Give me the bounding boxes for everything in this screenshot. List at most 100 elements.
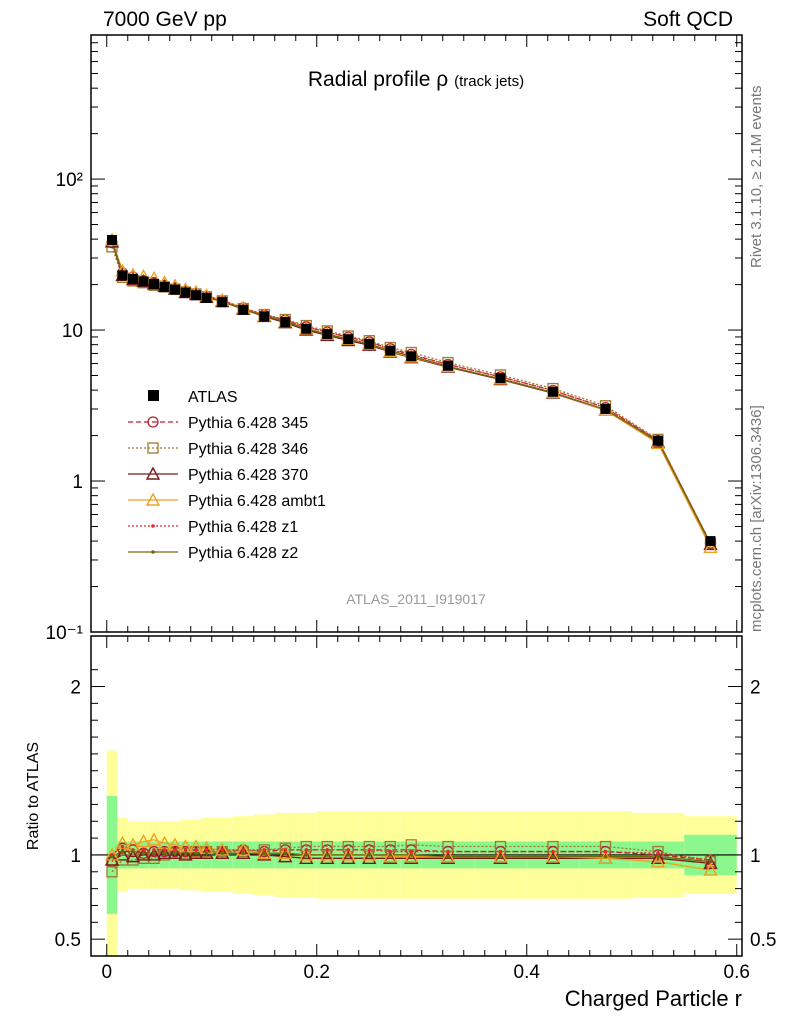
ratio-point-5 bbox=[141, 851, 146, 856]
legend-label-3: Pythia 6.428 ambt1 bbox=[188, 493, 326, 510]
ratio-point-4 bbox=[409, 849, 414, 854]
ratio-tick-label-left: 2 bbox=[70, 678, 81, 699]
ratio-point-3 bbox=[440, 849, 456, 863]
legend-marker-4 bbox=[151, 524, 155, 528]
ratio-point-2 bbox=[278, 849, 293, 863]
data-point bbox=[117, 270, 128, 281]
legend-marker-2 bbox=[145, 466, 161, 480]
ratio-point-5 bbox=[262, 851, 267, 856]
ratio-point-2 bbox=[236, 845, 251, 859]
ratio-point-5 bbox=[498, 854, 503, 859]
data-point bbox=[128, 273, 138, 284]
legend: ATLAS Pythia 6.428 345 Pythia 6.428 346 Pyt… bbox=[128, 389, 326, 562]
ratio-point-4 bbox=[388, 849, 393, 854]
ratio-tick-label-right: 1 bbox=[750, 846, 761, 867]
ratio-point-4 bbox=[241, 848, 246, 852]
ratio-point-3 bbox=[404, 849, 419, 863]
ratio-point-2 bbox=[703, 855, 718, 870]
energy-label: 7000 GeV pp bbox=[103, 8, 227, 31]
ratio-point-3 bbox=[598, 850, 613, 865]
data-point bbox=[653, 435, 663, 446]
legend-marker-1 bbox=[147, 442, 159, 454]
ratio-point-5 bbox=[325, 853, 330, 857]
ratio-point-2 bbox=[136, 847, 151, 861]
legend-marker-3 bbox=[145, 492, 161, 506]
ratio-point-2 bbox=[362, 850, 377, 865]
ratio-point-5 bbox=[173, 851, 177, 856]
process-label: Soft QCD bbox=[643, 8, 733, 31]
x-axis-title: Charged Particle r bbox=[565, 986, 742, 1011]
ratio-point-5 bbox=[346, 853, 351, 857]
data-point bbox=[705, 536, 716, 547]
data-point bbox=[322, 329, 333, 340]
ratio-point-4 bbox=[204, 848, 209, 852]
legend-label-2: Pythia 6.428 370 bbox=[188, 467, 308, 484]
axis-labels: 0 0.2 0.4 0.6 10⁻¹ 1 10 10² 0.5 0.5 1 1 2 2 Charged Pa… bbox=[25, 68, 776, 1011]
ratio-point-3 bbox=[278, 845, 293, 859]
legend-label-1: Pythia 6.428 346 bbox=[188, 441, 308, 458]
x-tick-label: 0.6 bbox=[724, 962, 750, 983]
data-point bbox=[406, 351, 417, 362]
ratio-point-5 bbox=[194, 851, 198, 856]
ratio-point-4 bbox=[262, 848, 267, 852]
ratio-line-2 bbox=[111, 852, 711, 865]
series-point-3 bbox=[703, 539, 718, 553]
data-point bbox=[159, 281, 170, 292]
x-tick-label: 0.4 bbox=[514, 962, 541, 983]
data-point bbox=[170, 284, 180, 295]
ratio-tick-label-left: 0.5 bbox=[55, 930, 81, 951]
ratio-point-3 bbox=[362, 847, 377, 861]
ratio-point-3 bbox=[383, 849, 398, 863]
ratio-point-5 bbox=[283, 851, 288, 856]
ratio-point-5 bbox=[551, 854, 555, 859]
data-point bbox=[259, 311, 270, 322]
ratio-point-5 bbox=[409, 853, 414, 857]
ratio-point-5 bbox=[304, 853, 309, 857]
ratio-point-2 bbox=[115, 847, 130, 861]
data-point bbox=[191, 290, 201, 301]
x-tick-label: 0.2 bbox=[304, 962, 330, 983]
ratio-point-4 bbox=[325, 848, 330, 852]
ratio-point-2 bbox=[320, 850, 335, 865]
ratio-point-3 bbox=[493, 849, 508, 863]
ratio-point-2 bbox=[188, 845, 204, 859]
ratio-point-2 bbox=[157, 845, 172, 859]
data-point bbox=[364, 338, 375, 349]
ratio-point-4 bbox=[173, 848, 177, 852]
x-tick-label: 0 bbox=[101, 962, 112, 983]
ratio-point-3 bbox=[545, 849, 561, 863]
ratio-point-2 bbox=[493, 850, 508, 865]
ratio-point-3 bbox=[650, 854, 666, 868]
data-point bbox=[138, 276, 149, 287]
ratio-point-3 bbox=[146, 832, 162, 846]
data-point bbox=[180, 287, 191, 298]
legend-label-0: Pythia 6.428 345 bbox=[188, 415, 308, 432]
ratio-point-4 bbox=[367, 848, 372, 852]
ratio-point-2 bbox=[146, 847, 162, 861]
ratio-point-2 bbox=[178, 847, 193, 861]
y-tick-label: 10⁻¹ bbox=[46, 623, 84, 644]
y-tick-label: 1 bbox=[72, 472, 83, 493]
ratio-point-2 bbox=[167, 845, 183, 859]
ratio-point-3 bbox=[136, 834, 151, 848]
ratio-point-4 bbox=[283, 848, 288, 852]
ratio-point-4 bbox=[551, 849, 555, 854]
ratio-tick-label-right: 0.5 bbox=[750, 930, 776, 951]
ratio-line-1 bbox=[111, 844, 711, 873]
data-point bbox=[600, 403, 611, 414]
ratio-point-3 bbox=[299, 847, 314, 861]
ratio-point-2 bbox=[125, 849, 141, 863]
data-point bbox=[201, 293, 212, 304]
ratio-point-1 bbox=[106, 866, 118, 878]
ratio-point-2 bbox=[257, 847, 272, 861]
ratio-point-2 bbox=[404, 850, 419, 865]
ratio-point-4 bbox=[183, 848, 188, 852]
ratio-point-5 bbox=[367, 853, 372, 857]
ratio-point-4 bbox=[220, 848, 225, 852]
ratio-point-5 bbox=[183, 851, 188, 856]
ratio-axis-title: Ratio to ATLAS bbox=[25, 742, 42, 850]
ratio-point-4 bbox=[656, 851, 660, 856]
ratio-point-4 bbox=[152, 848, 156, 852]
data-point bbox=[495, 373, 506, 384]
